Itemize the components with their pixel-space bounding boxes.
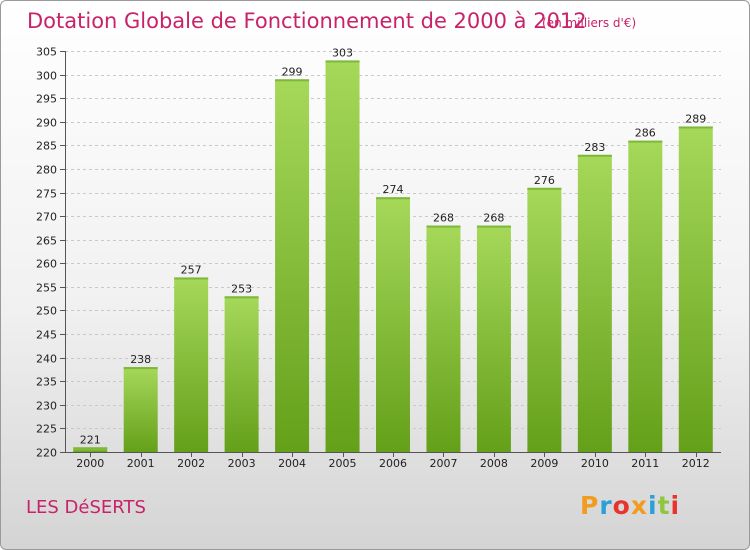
data-label: 276 xyxy=(534,174,555,187)
bar xyxy=(678,126,713,452)
y-tick-label: 225 xyxy=(36,423,57,436)
logo-letter: P xyxy=(580,491,600,520)
bar-top-edge xyxy=(123,367,158,370)
bar-top-edge xyxy=(527,187,562,190)
x-tick-label: 2003 xyxy=(228,457,256,470)
bar xyxy=(628,140,663,452)
bar-top-edge xyxy=(426,225,461,228)
bar-top-edge xyxy=(275,79,310,82)
commune-name: LES DéSERTS xyxy=(26,497,146,518)
y-tick-label: 305 xyxy=(36,46,57,59)
bar-top-edge xyxy=(73,447,108,450)
bar-top-edge xyxy=(628,140,663,143)
y-tick-label: 260 xyxy=(36,258,57,271)
x-tick-label: 2010 xyxy=(581,457,609,470)
bar xyxy=(476,225,511,452)
y-tick-label: 245 xyxy=(36,329,57,342)
bar-top-edge xyxy=(376,197,410,200)
chart-unit: (en milliers d'€) xyxy=(542,16,637,30)
bar xyxy=(275,79,310,453)
logo-letter: i xyxy=(648,491,658,520)
data-label: 289 xyxy=(685,112,706,125)
logo-letter: i xyxy=(670,491,681,520)
y-tick-label: 295 xyxy=(36,93,57,106)
x-tick-label: 2011 xyxy=(631,457,659,470)
y-tick-label: 220 xyxy=(36,447,57,460)
y-tick-label: 235 xyxy=(36,376,57,389)
bar-top-edge xyxy=(577,154,612,157)
data-label: 238 xyxy=(130,353,151,366)
y-tick-label: 240 xyxy=(36,353,57,366)
y-tick-label: 250 xyxy=(36,305,57,318)
axes: 220 225 230 235 240 245 250 255 260 265 270 275 280 2… xyxy=(36,46,721,460)
chart-title: Dotation Globale de Fonctionnement de 20… xyxy=(27,9,587,33)
y-tick-label: 280 xyxy=(36,164,57,177)
y-tick-label: 270 xyxy=(36,211,57,224)
bar xyxy=(224,296,259,452)
data-label: 268 xyxy=(433,212,454,225)
data-label: 283 xyxy=(584,141,605,154)
y-tick-label: 285 xyxy=(36,140,57,153)
x-tick-label: 2012 xyxy=(682,457,710,470)
bar xyxy=(174,277,209,452)
x-tick-label: 2000 xyxy=(76,457,104,470)
data-label: 253 xyxy=(231,282,252,295)
data-label: 286 xyxy=(635,127,656,140)
bar xyxy=(426,225,461,452)
x-tick-label: 2008 xyxy=(480,457,508,470)
bar-top-edge xyxy=(174,277,209,280)
x-tick-label: 2004 xyxy=(278,457,306,470)
bar-top-edge xyxy=(325,60,360,63)
data-label: 299 xyxy=(282,65,303,78)
logo-letter: x xyxy=(630,491,648,520)
y-tick-label: 265 xyxy=(36,235,57,248)
bar-top-edge xyxy=(476,225,511,228)
x-tick-label: 2002 xyxy=(177,457,205,470)
bar xyxy=(376,197,410,452)
x-tick-label: 2001 xyxy=(127,457,155,470)
bar-top-edge xyxy=(678,126,713,129)
x-tick-label: 2006 xyxy=(379,457,407,470)
data-label: 303 xyxy=(332,46,353,59)
data-label: 268 xyxy=(483,212,504,225)
logo-letter: o xyxy=(612,491,631,520)
bar xyxy=(123,367,158,452)
labels: 221 2000 238 2001 257 2002 253 2003 299 2004 303 20… xyxy=(76,46,710,470)
x-tick-label: 2009 xyxy=(530,457,558,470)
x-tick-label: 2007 xyxy=(429,457,457,470)
bar xyxy=(577,154,612,452)
bar xyxy=(527,187,562,452)
data-label: 257 xyxy=(181,263,202,276)
bar-top-edge xyxy=(224,296,259,299)
logo-letter: t xyxy=(657,491,671,520)
data-label: 221 xyxy=(80,433,101,446)
y-tick-label: 275 xyxy=(36,188,57,201)
bars xyxy=(73,60,713,453)
proxiti-logo: Proxiti xyxy=(580,491,680,520)
y-tick-label: 230 xyxy=(36,400,57,413)
data-label: 274 xyxy=(383,183,404,196)
y-tick-label: 300 xyxy=(36,70,57,83)
y-tick-label: 290 xyxy=(36,117,57,130)
logo-letter: r xyxy=(599,491,613,520)
bar xyxy=(73,447,108,452)
bar xyxy=(325,60,360,452)
y-tick-label: 255 xyxy=(36,282,57,295)
x-tick-label: 2005 xyxy=(329,457,357,470)
